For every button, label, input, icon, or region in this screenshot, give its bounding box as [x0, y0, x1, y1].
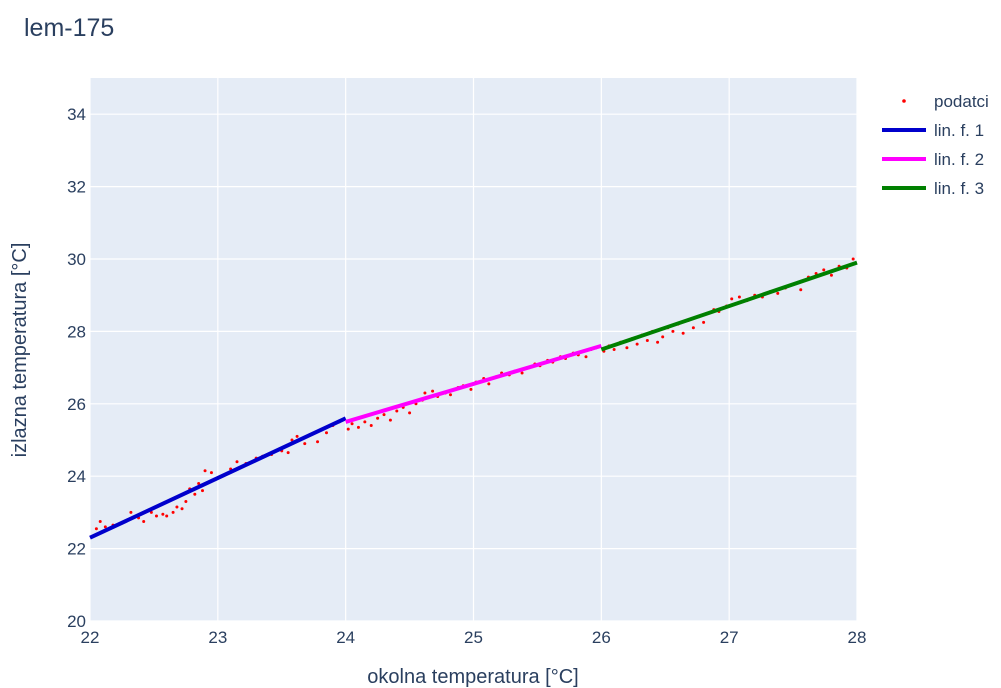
data-point [661, 335, 665, 339]
series-line-lin-f-3 [600, 260, 858, 352]
data-point [184, 500, 188, 504]
data-point [376, 416, 380, 420]
data-point [363, 420, 367, 424]
data-point [408, 411, 412, 415]
legend-item[interactable]: lin. f. 3 [882, 179, 984, 198]
data-point [469, 387, 473, 391]
y-tick-label: 26 [67, 395, 86, 414]
data-point [193, 492, 197, 496]
data-point [209, 471, 213, 475]
data-point [149, 510, 153, 514]
legend-item[interactable]: podatci [902, 92, 989, 111]
y-tick-label: 28 [67, 322, 86, 341]
x-tick-label: 23 [208, 628, 227, 647]
x-tick-label: 22 [81, 628, 100, 647]
x-tick-label: 24 [336, 628, 355, 647]
line-series [89, 260, 858, 540]
data-point [612, 348, 616, 351]
data-point [103, 525, 107, 529]
legend-item[interactable]: lin. f. 2 [882, 150, 984, 169]
data-point [369, 424, 373, 428]
data-point [423, 391, 427, 395]
data-point [286, 451, 290, 455]
series-line-lin-f-2 [345, 343, 602, 424]
data-point [671, 329, 675, 333]
data-point [180, 507, 184, 511]
data-point [154, 514, 158, 518]
legend-label: lin. f. 3 [934, 179, 984, 198]
data-point [730, 297, 734, 301]
y-tick-label: 22 [67, 540, 86, 559]
data-point [235, 460, 239, 464]
data-point [316, 440, 320, 444]
data-point [94, 527, 98, 531]
data-point [290, 438, 294, 442]
data-point [175, 505, 179, 509]
data-point [656, 340, 660, 344]
data-point [799, 288, 803, 292]
x-tick-label: 25 [464, 628, 483, 647]
data-point [197, 481, 201, 485]
data-point [203, 469, 207, 473]
legend-item[interactable]: lin. f. 1 [882, 121, 984, 140]
data-point [851, 257, 855, 261]
data-point [448, 393, 452, 397]
data-point [295, 434, 299, 438]
data-point [822, 268, 826, 272]
series-line-lin-f-1 [89, 416, 347, 540]
x-tick-label: 27 [720, 628, 739, 647]
data-point [129, 510, 133, 514]
y-axis-ticks: 20 22 24 26 28 30 32 34 [67, 105, 86, 631]
x-axis-title: okolna temperatura [°C] [367, 666, 578, 688]
data-point [584, 355, 588, 359]
y-tick-label: 20 [67, 612, 86, 631]
data-point [303, 442, 307, 446]
data-point [382, 413, 386, 417]
legend-label: podatci [934, 92, 989, 111]
y-tick-label: 30 [67, 250, 86, 269]
legend-marker [902, 99, 906, 103]
data-point [635, 342, 639, 346]
data-point [645, 338, 649, 342]
data-point [520, 371, 524, 375]
y-axis-title: izlazna temperatura [°C] [9, 243, 31, 458]
data-point [829, 273, 833, 277]
data-point [681, 331, 685, 335]
data-point [737, 295, 741, 299]
data-point [200, 489, 204, 493]
data-point [142, 519, 146, 523]
data-point [431, 389, 435, 393]
data-point [625, 346, 629, 350]
data-point [395, 409, 399, 413]
x-tick-label: 28 [848, 628, 867, 647]
data-point [702, 320, 706, 324]
chart-title: lem-175 [24, 14, 114, 42]
x-axis-ticks: 22 23 24 25 26 27 28 [81, 628, 867, 647]
y-tick-label: 24 [67, 467, 86, 486]
data-point [487, 382, 491, 386]
legend-label: lin. f. 1 [934, 121, 984, 140]
legend[interactable]: podatci lin. f. 1 lin. f. 2 lin. f. 3 [882, 92, 989, 198]
y-tick-label: 34 [67, 105, 86, 124]
data-point [165, 514, 169, 518]
data-point [388, 418, 392, 422]
data-point [691, 326, 695, 330]
data-point [161, 512, 165, 516]
data-point [346, 427, 350, 431]
grid [89, 78, 858, 622]
data-point [356, 425, 360, 429]
data-point [324, 431, 328, 435]
y-tick-label: 32 [67, 178, 86, 197]
legend-label: lin. f. 2 [934, 150, 984, 169]
x-tick-label: 26 [592, 628, 611, 647]
data-point [776, 291, 780, 295]
data-point [350, 422, 354, 426]
data-point [171, 510, 175, 514]
data-point [98, 519, 102, 523]
